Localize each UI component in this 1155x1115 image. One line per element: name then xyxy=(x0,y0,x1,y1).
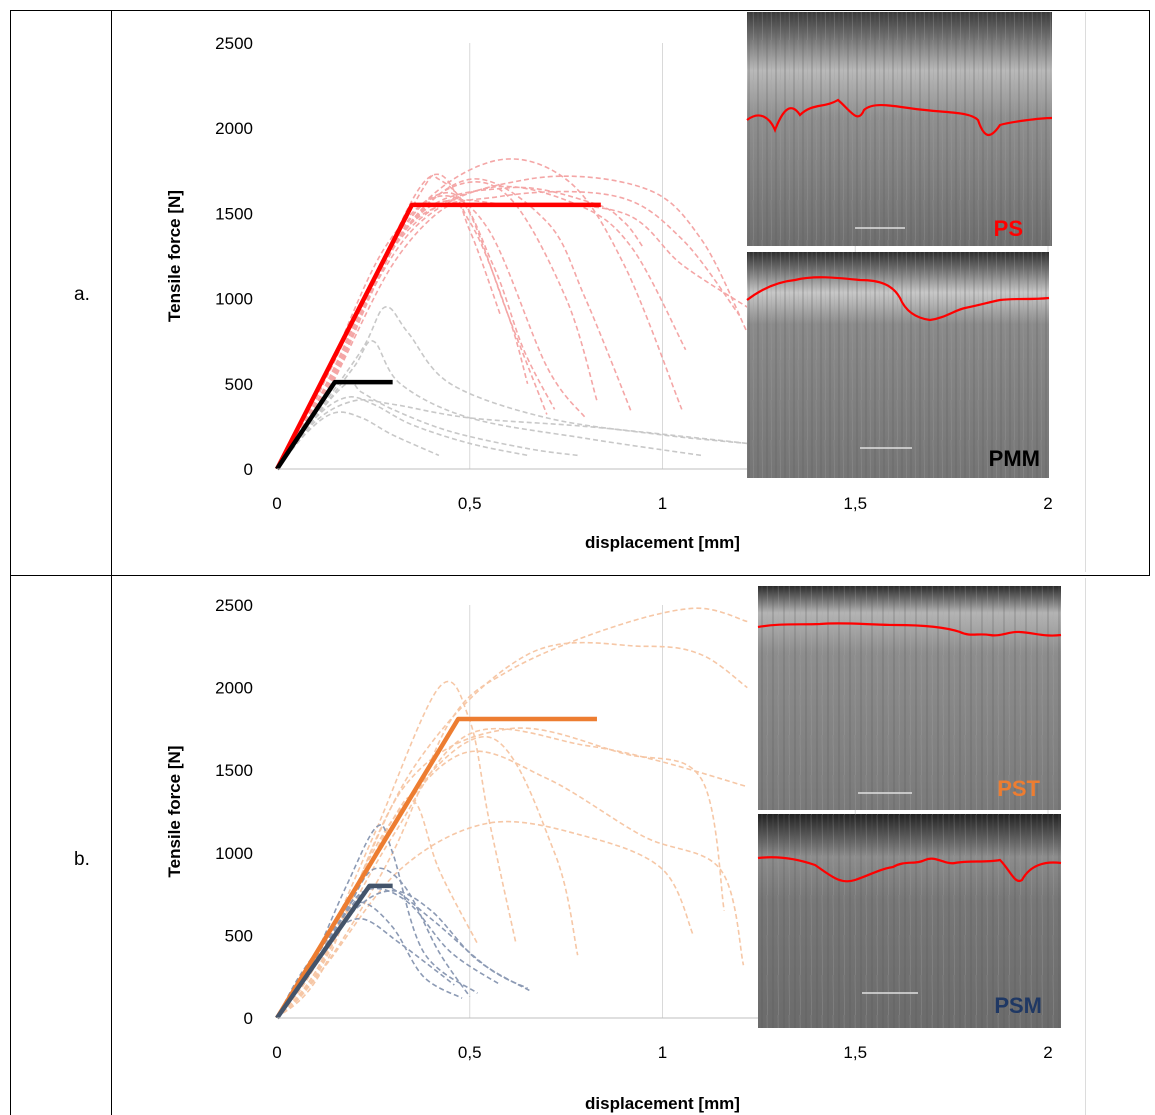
x-tick-label: 2 xyxy=(1043,494,1052,513)
chart-a: 0 0,5 1 1,5 2 0 500 1000 1500 2000 2500 displacemen… xyxy=(165,12,1053,552)
sem-inset-pst: PST xyxy=(757,586,1062,810)
inset-label-psm: PSM xyxy=(994,993,1042,1018)
test-curve xyxy=(276,727,725,1019)
test-curve xyxy=(276,381,578,470)
inset-label-pst: PST xyxy=(997,776,1040,801)
series-line-psm xyxy=(275,883,393,1020)
y-tick-label: 1500 xyxy=(215,761,253,780)
x-tick-label: 2 xyxy=(1043,1043,1052,1062)
table-border-left xyxy=(10,10,11,1115)
x-axis-title: displacement [mm] xyxy=(585,533,740,552)
x-tick-label: 0 xyxy=(272,494,281,513)
x-tick-label: 1,5 xyxy=(843,1043,867,1062)
sem-inset-psm: PSM xyxy=(757,814,1062,1028)
test-curves-b xyxy=(276,607,748,1019)
test-curve xyxy=(276,192,556,470)
test-curve xyxy=(276,198,748,470)
chart-b: 0 0,5 1 1,5 2 0 500 1000 1500 2000 2500 displacemen… xyxy=(165,586,1062,1113)
y-tick-label: 1000 xyxy=(215,290,253,309)
cell-inner-line-a xyxy=(1085,12,1086,572)
test-curve xyxy=(276,186,644,470)
y-axis-title: Tensile force [N] xyxy=(165,190,184,322)
test-curve xyxy=(276,195,587,470)
series-line-pst xyxy=(275,716,597,1020)
test-curve xyxy=(276,901,463,1019)
y-tick-label: 2000 xyxy=(215,679,253,698)
test-curve xyxy=(276,889,532,1019)
interface-trace-pmm xyxy=(746,276,1050,322)
y-axis-title: Tensile force [N] xyxy=(165,746,184,878)
interface-trace-psm xyxy=(757,856,1062,883)
cell-inner-line-b xyxy=(1085,578,1086,1115)
test-curve xyxy=(276,884,528,1019)
test-curve xyxy=(276,918,455,1019)
table-row-divider xyxy=(10,575,1150,576)
y-tick-label: 1500 xyxy=(215,204,253,223)
x-tick-label: 0,5 xyxy=(458,494,482,513)
x-axis-title: displacement [mm] xyxy=(585,1094,740,1113)
sem-inset-pmm: PMM xyxy=(746,252,1050,478)
test-curve xyxy=(276,396,528,470)
y-tick-label: 2500 xyxy=(215,34,253,53)
inset-label-pmm: PMM xyxy=(989,446,1040,471)
axes-b: 0 0,5 1 1,5 2 0 500 1000 1500 2000 2500 displacemen… xyxy=(165,596,1053,1113)
y-tick-label: 0 xyxy=(244,460,253,479)
y-tick-label: 500 xyxy=(225,375,253,394)
test-curve xyxy=(276,867,471,1019)
x-tick-label: 0 xyxy=(272,1043,281,1062)
table-border-top xyxy=(10,10,1150,11)
series-lines-a xyxy=(274,202,601,471)
y-tick-label: 1000 xyxy=(215,844,253,863)
series-line-ps xyxy=(274,202,601,471)
sem-inset-ps: PS xyxy=(746,12,1053,246)
y-tick-label: 2500 xyxy=(215,596,253,615)
test-curve xyxy=(276,820,695,1019)
row-label-b: b. xyxy=(74,849,90,870)
test-curve xyxy=(276,736,579,1019)
table-border-right xyxy=(1149,10,1150,576)
series-lines-b xyxy=(275,716,597,1020)
series-line-pmm xyxy=(275,379,393,471)
row-label-a: a. xyxy=(74,284,90,305)
y-tick-label: 0 xyxy=(244,1009,253,1028)
interface-trace-ps xyxy=(746,98,1053,136)
test-curve xyxy=(276,887,502,1019)
table-column-divider xyxy=(111,10,112,1115)
inset-label-ps: PS xyxy=(994,216,1023,241)
test-curve xyxy=(276,727,748,1019)
test-curve xyxy=(276,398,748,470)
test-curve xyxy=(276,607,748,1019)
x-tick-label: 0,5 xyxy=(458,1043,482,1062)
test-curve xyxy=(276,185,687,470)
x-tick-label: 1 xyxy=(658,494,667,513)
axes-a: 0 0,5 1 1,5 2 0 500 1000 1500 2000 2500 displacemen… xyxy=(165,34,1053,552)
interface-trace-pst xyxy=(757,622,1062,637)
test-curve xyxy=(276,411,440,470)
x-tick-label: 1,5 xyxy=(843,494,867,513)
test-curve xyxy=(276,175,749,470)
test-curve xyxy=(276,641,748,1019)
y-tick-label: 500 xyxy=(225,926,253,945)
x-tick-label: 1 xyxy=(658,1043,667,1062)
test-curve xyxy=(276,796,479,1019)
y-tick-label: 2000 xyxy=(215,119,253,138)
test-curve xyxy=(276,190,741,470)
